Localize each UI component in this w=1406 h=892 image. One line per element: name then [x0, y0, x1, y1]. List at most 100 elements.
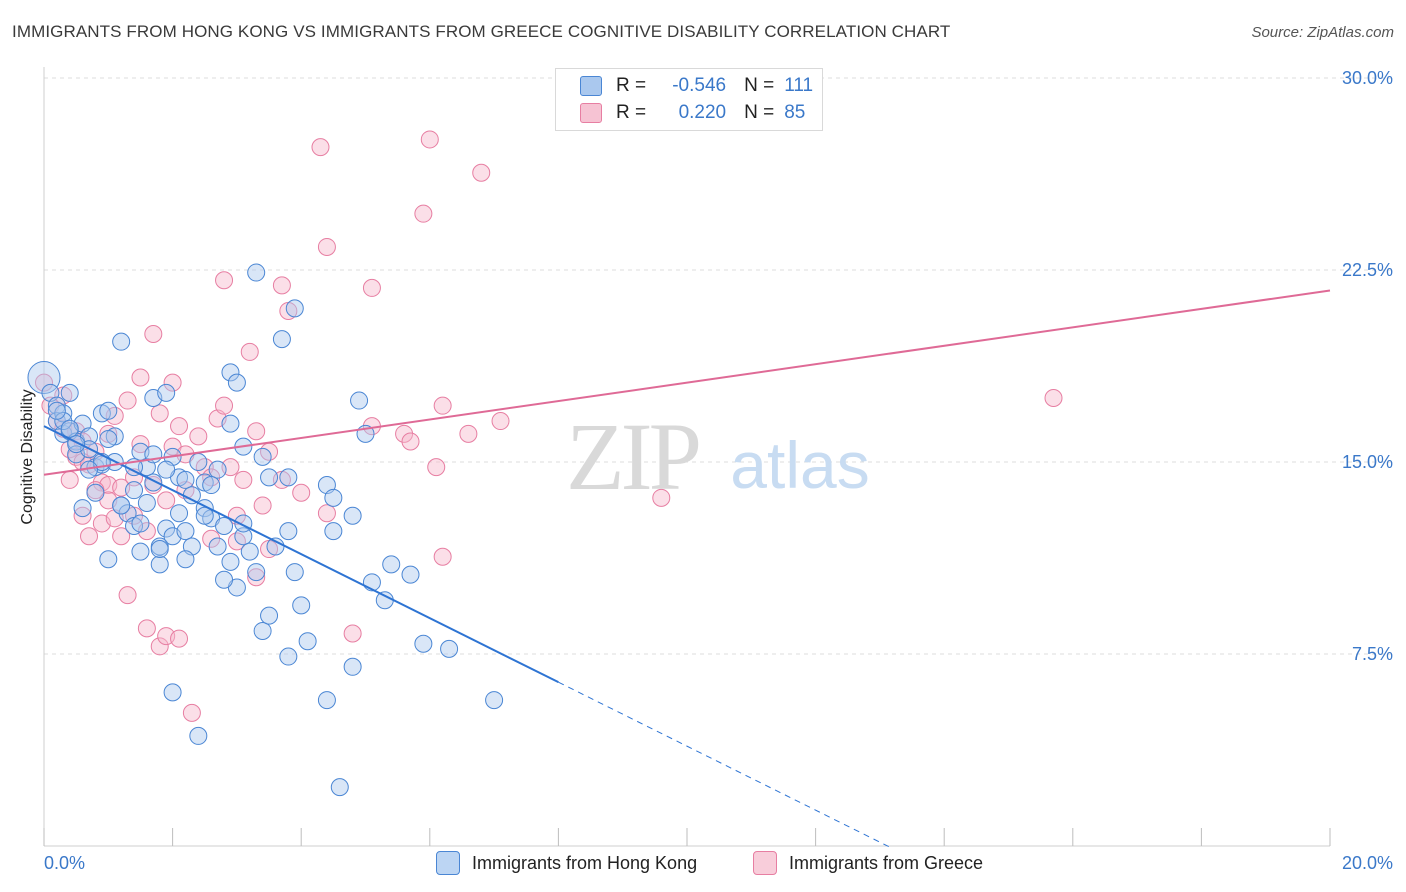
x-tick-label: 20.0% [1342, 853, 1393, 873]
hong-kong-point [272, 330, 291, 349]
hong-kong-point [343, 506, 362, 525]
greece-point [215, 396, 234, 415]
hong-kong-point [324, 522, 343, 541]
greece-point [317, 237, 336, 256]
greece-point [491, 412, 510, 431]
hong-kong-point [324, 488, 343, 507]
greece-point [427, 458, 446, 477]
hong-kong-point [86, 483, 105, 502]
hong-kong-point [253, 447, 272, 466]
hong-kong-point [189, 726, 208, 745]
greece-point [150, 637, 169, 656]
hong-kong-point [131, 514, 150, 533]
hong-kong-point [60, 383, 79, 402]
greece-point [137, 619, 156, 638]
y-tick-label: 7.5% [1352, 644, 1393, 664]
greece-point [202, 529, 221, 548]
greece-point [420, 130, 439, 149]
hong-kong-point [208, 537, 227, 556]
greece-point [35, 373, 53, 392]
hong-kong-point [47, 401, 66, 420]
r-value: 0.220 [678, 102, 727, 123]
greece-point [170, 629, 189, 648]
greece-point [182, 703, 201, 722]
hong-kong-point [401, 565, 420, 584]
hong-kong-point [157, 519, 176, 538]
greece-trend-line [43, 289, 1331, 476]
hong-kong-point [176, 550, 195, 569]
greece-point [170, 417, 189, 436]
hong-kong-point [182, 486, 201, 505]
greece-point [253, 496, 272, 515]
watermark-zip: ZIP [566, 403, 699, 510]
hong-kong-point [125, 481, 144, 500]
hong-kong-point [375, 591, 394, 610]
n-value: 111 [784, 75, 814, 96]
r-label: R = [616, 75, 647, 96]
hong-kong-point [176, 470, 195, 489]
watermark-atlas: atlas [730, 428, 869, 502]
hong-kong-point [47, 396, 66, 415]
hong-kong-point [414, 634, 433, 653]
hong-kong-point [112, 332, 131, 351]
trend-lines [43, 289, 1331, 850]
hong-kong-point [208, 460, 227, 479]
greece-point [247, 568, 266, 587]
greece-point [272, 276, 291, 295]
n-label: N = [744, 75, 775, 96]
hong-kong-point [99, 401, 118, 420]
legend-row-greece: R = 0.220 N = 85 [580, 102, 805, 124]
hong-kong-point [54, 412, 73, 431]
greece-point [112, 527, 131, 546]
axes [43, 67, 1331, 847]
greece-swatch [580, 103, 602, 123]
hong-kong-point [317, 691, 336, 710]
hong-kong-point [221, 363, 240, 382]
n-label: N = [744, 102, 775, 123]
hong-kong-point [260, 468, 279, 487]
hong-kong-point [157, 383, 176, 402]
hong-kong-point [279, 522, 298, 541]
greece-point [144, 325, 163, 343]
hong-kong-point [202, 476, 221, 495]
r-value: -0.546 [672, 75, 727, 96]
legend-label: Immigrants from Greece [789, 852, 984, 873]
greece-point [150, 404, 169, 423]
y-tick-label: 30.0% [1342, 68, 1393, 88]
hong-kong-point [253, 621, 272, 640]
greece-point [343, 624, 362, 643]
hong-kong-point [279, 468, 298, 487]
hong-kong-point [330, 778, 349, 797]
hong-kong-point [285, 299, 304, 318]
greece-point [433, 396, 452, 415]
hong-kong-swatch [436, 851, 460, 875]
hong-kong-point [240, 542, 259, 561]
greece-point [163, 373, 182, 392]
hong-kong-point [131, 542, 150, 561]
hong-kong-point [170, 504, 189, 523]
tick-labels: 7.5% 15.0% 22.5% 30.0% 0.0% 20.0% [44, 68, 1393, 873]
greece-point [80, 527, 99, 546]
hong-kong-point [247, 563, 266, 582]
chart-title: IMMIGRANTS FROM HONG KONG VS IMMIGRANTS … [12, 22, 951, 41]
greece-point [292, 483, 311, 502]
hong-kong-point [343, 657, 362, 676]
greece-point [317, 504, 336, 523]
hong-kong-point [215, 517, 234, 535]
x-tick-label: 0.0% [44, 853, 85, 873]
grid-lines [44, 77, 1392, 655]
hong-kong-point [221, 414, 240, 433]
hong-kong-swatch [580, 76, 602, 96]
legend-item-hong-kong: Immigrants from Hong Kong [436, 851, 697, 875]
hong-kong-point [485, 691, 504, 710]
greece-point [395, 424, 414, 443]
greece-point [1044, 389, 1063, 407]
hong-kong-trend-extension [558, 681, 893, 850]
hong-kong-point [112, 496, 131, 515]
y-tick-label: 15.0% [1342, 452, 1393, 472]
legend-row-hong-kong: R = -0.546 N = 111 [580, 75, 813, 97]
greece-point [157, 491, 176, 510]
greece-point [189, 427, 208, 446]
greece-point [459, 424, 478, 443]
